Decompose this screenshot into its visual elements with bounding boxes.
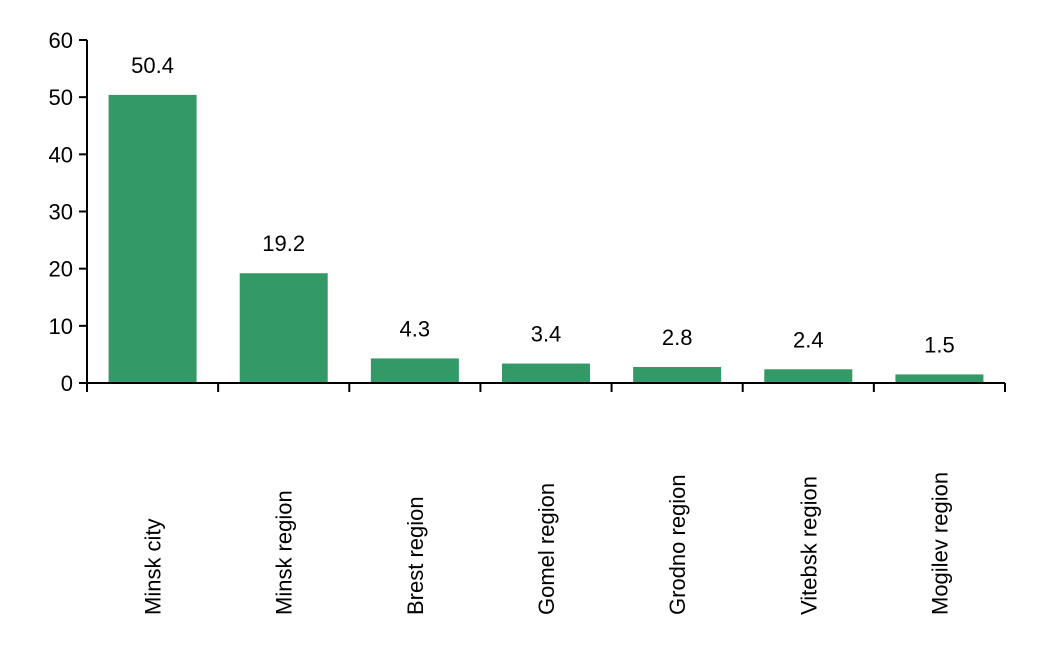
y-tick-label: 20 [49, 257, 73, 282]
x-category-label: Brest region [403, 496, 428, 615]
y-tick-label: 0 [61, 371, 73, 396]
bar [370, 358, 459, 383]
bar [764, 369, 853, 383]
y-axis: 0 10 20 30 40 50 60 [49, 28, 88, 396]
y-tick-label: 10 [49, 314, 73, 339]
bar [633, 366, 722, 383]
data-label: 2.4 [793, 327, 824, 352]
x-category-label: Minsk region [272, 490, 297, 615]
y-tick-label: 60 [49, 28, 73, 53]
x-axis: Minsk city Minsk region Brest region Gomel … [86, 382, 1006, 615]
y-tick-label: 40 [49, 142, 73, 167]
data-labels: 50.4 19.2 4.3 3.4 2.8 2.4 1.5 [131, 53, 955, 358]
data-label: 50.4 [131, 53, 174, 78]
data-label: 19.2 [262, 231, 305, 256]
y-tick-label: 30 [49, 200, 73, 225]
x-category-label: Grodno region [665, 474, 690, 615]
y-tick-label: 50 [49, 85, 73, 110]
bar [895, 374, 984, 383]
bar [502, 363, 590, 383]
x-category-label: Mogilev region [927, 472, 952, 615]
data-label: 2.8 [662, 325, 693, 350]
data-label: 3.4 [531, 322, 562, 347]
bar [108, 94, 197, 383]
bar-series [108, 94, 984, 383]
data-label: 4.3 [400, 316, 431, 341]
data-label: 1.5 [924, 332, 955, 357]
x-category-label: Minsk city [141, 518, 166, 615]
bar [239, 273, 328, 383]
x-category-label: Vitebsk region [796, 476, 821, 615]
x-category-label: Gomel region [534, 483, 559, 615]
